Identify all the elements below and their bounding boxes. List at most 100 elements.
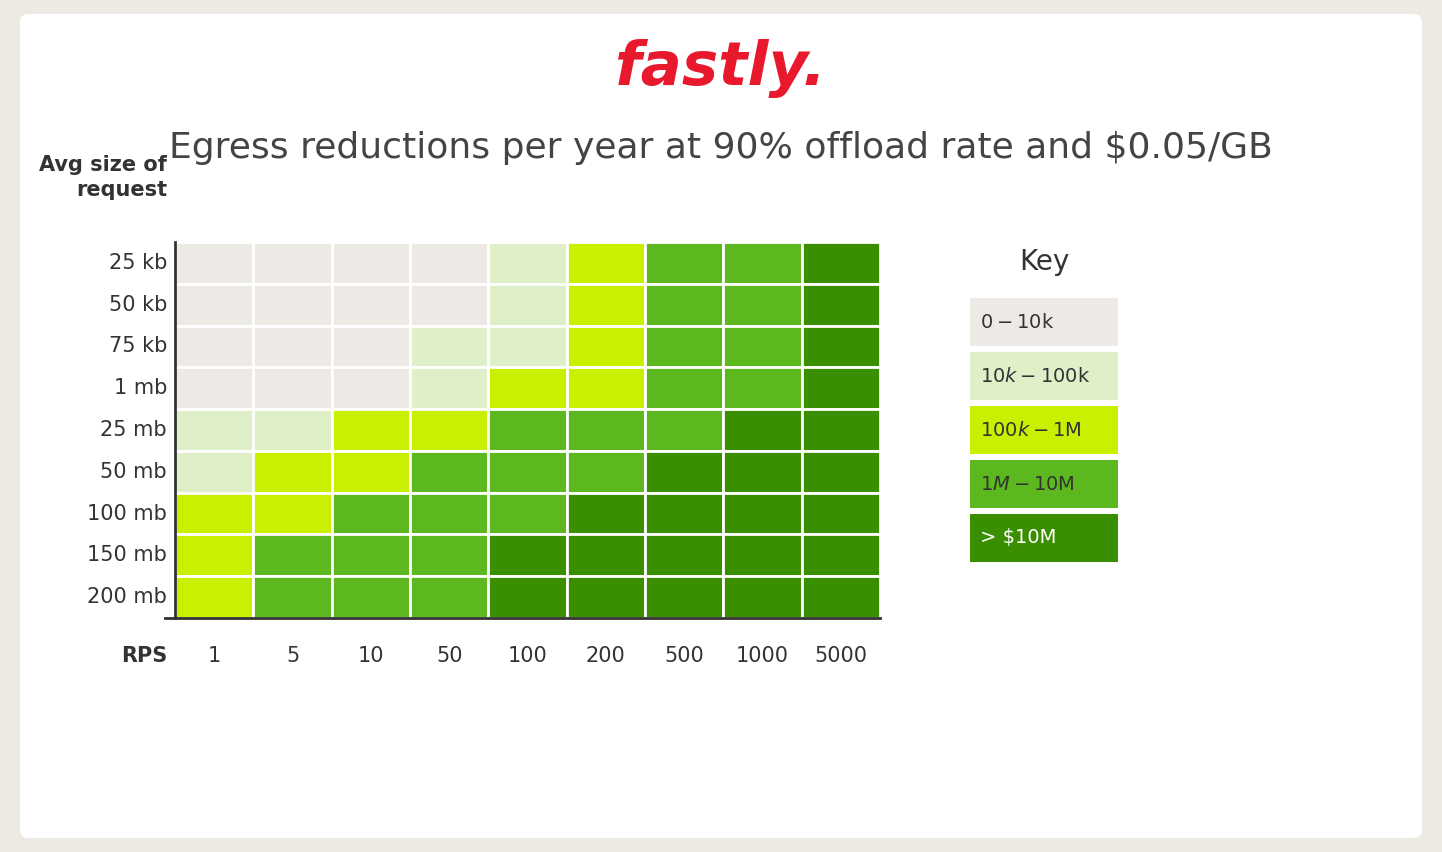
Bar	[332, 534, 410, 576]
Bar	[802, 451, 880, 492]
Bar	[802, 576, 880, 618]
Bar	[332, 492, 410, 534]
Bar	[802, 409, 880, 451]
Bar	[567, 325, 645, 367]
Bar	[567, 284, 645, 325]
Bar	[724, 367, 802, 409]
Bar	[802, 242, 880, 284]
Text: 10: 10	[358, 646, 384, 666]
Bar	[254, 534, 332, 576]
Text: 1: 1	[208, 646, 221, 666]
Bar	[174, 492, 254, 534]
Bar	[410, 409, 489, 451]
Bar	[489, 367, 567, 409]
Bar	[410, 325, 489, 367]
Bar	[410, 576, 489, 618]
Bar	[724, 284, 802, 325]
Bar	[410, 451, 489, 492]
Bar	[645, 409, 724, 451]
Bar	[332, 325, 410, 367]
Bar	[645, 451, 724, 492]
Bar	[174, 242, 254, 284]
Bar	[802, 325, 880, 367]
Bar	[174, 409, 254, 451]
Bar	[802, 367, 880, 409]
Bar	[970, 298, 1118, 346]
Bar	[645, 242, 724, 284]
Bar	[332, 367, 410, 409]
Bar	[332, 576, 410, 618]
Bar	[489, 451, 567, 492]
Bar	[489, 409, 567, 451]
Bar	[724, 534, 802, 576]
Bar	[645, 284, 724, 325]
Text: Egress reductions per year at 90% offload rate and $0.05/GB: Egress reductions per year at 90% offloa…	[169, 131, 1273, 165]
Bar	[254, 492, 332, 534]
Text: 150 mb: 150 mb	[87, 545, 167, 566]
Bar	[489, 576, 567, 618]
Bar	[332, 284, 410, 325]
Bar	[489, 534, 567, 576]
Text: 50 mb: 50 mb	[101, 462, 167, 481]
Bar	[567, 534, 645, 576]
Bar	[174, 534, 254, 576]
Bar	[332, 451, 410, 492]
Bar	[724, 325, 802, 367]
Bar	[410, 534, 489, 576]
Bar	[567, 576, 645, 618]
Bar	[724, 576, 802, 618]
Text: 100 mb: 100 mb	[87, 504, 167, 524]
Bar	[724, 409, 802, 451]
Text: 1 mb: 1 mb	[114, 378, 167, 398]
Bar	[724, 451, 802, 492]
Text: 75 kb: 75 kb	[108, 337, 167, 356]
Bar	[802, 492, 880, 534]
Bar	[724, 242, 802, 284]
Bar	[567, 242, 645, 284]
Bar	[489, 325, 567, 367]
Text: $0-$10k: $0-$10k	[981, 313, 1054, 331]
Text: 200 mb: 200 mb	[87, 587, 167, 607]
Text: 50 kb: 50 kb	[108, 295, 167, 314]
Bar	[489, 492, 567, 534]
Text: $100k-$1M: $100k-$1M	[981, 421, 1082, 440]
Bar	[254, 242, 332, 284]
Text: fastly.: fastly.	[614, 38, 828, 97]
Bar	[489, 242, 567, 284]
Text: 200: 200	[585, 646, 626, 666]
Text: $10k-$100k: $10k-$100k	[981, 366, 1090, 385]
Text: 25 mb: 25 mb	[101, 420, 167, 440]
Bar	[174, 325, 254, 367]
Bar	[645, 325, 724, 367]
Text: 5000: 5000	[815, 646, 867, 666]
Bar	[254, 284, 332, 325]
Bar	[332, 409, 410, 451]
Bar	[410, 284, 489, 325]
Bar	[410, 367, 489, 409]
Bar	[970, 352, 1118, 400]
Bar	[332, 242, 410, 284]
Bar	[970, 406, 1118, 454]
Bar	[254, 325, 332, 367]
Text: 5: 5	[286, 646, 298, 666]
Bar	[567, 451, 645, 492]
Bar	[410, 492, 489, 534]
Bar	[802, 284, 880, 325]
Text: 500: 500	[665, 646, 704, 666]
Text: Avg size of
request: Avg size of request	[39, 155, 167, 200]
Bar	[174, 284, 254, 325]
FancyBboxPatch shape	[20, 14, 1422, 838]
Text: Key: Key	[1019, 248, 1069, 276]
Bar	[645, 534, 724, 576]
Bar	[410, 242, 489, 284]
Bar	[567, 409, 645, 451]
Bar	[254, 409, 332, 451]
Bar	[567, 492, 645, 534]
Bar	[254, 451, 332, 492]
Text: 1000: 1000	[735, 646, 789, 666]
Text: 50: 50	[435, 646, 463, 666]
Bar	[802, 534, 880, 576]
Bar	[724, 492, 802, 534]
Bar	[174, 576, 254, 618]
Bar	[254, 576, 332, 618]
